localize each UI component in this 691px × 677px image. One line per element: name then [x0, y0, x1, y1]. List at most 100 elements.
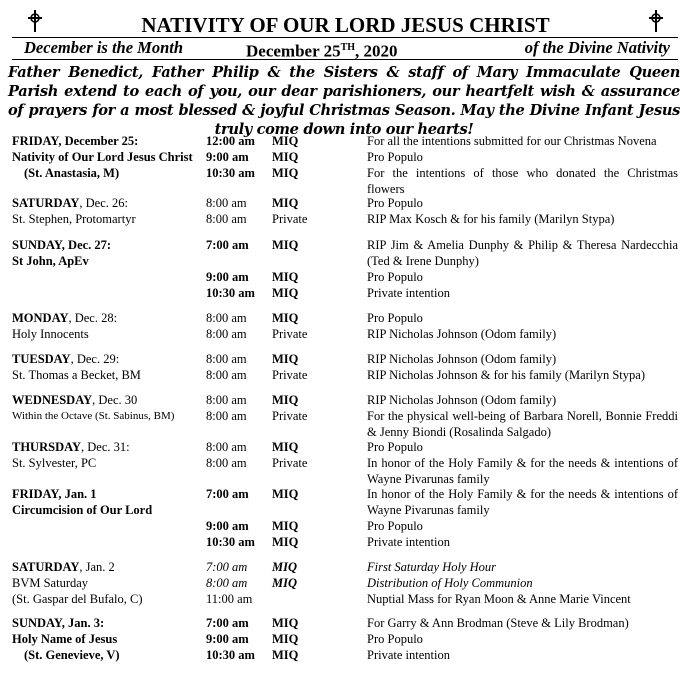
- mass-intention: Pro Populo: [367, 150, 423, 164]
- day-labels: WEDNESDAY, Dec. 30 Within the Octave (St.…: [12, 392, 202, 424]
- day-heading: FRIDAY, Jan. 1: [12, 486, 202, 502]
- mass-time: 10:30 am: [206, 286, 255, 300]
- feast-line: (St. Anastasia, M): [24, 166, 120, 180]
- mass-place: MIQ: [272, 134, 299, 148]
- rule: [12, 59, 678, 60]
- greeting: Father Benedict, Father Philip & the Sis…: [8, 64, 680, 138]
- day-date: , Dec. 28:: [68, 311, 118, 325]
- day-labels: SUNDAY, Jan. 3: Holy Name of Jesus (St. Ge…: [12, 615, 202, 663]
- feast-line: BVM Saturday: [12, 576, 89, 590]
- mass-row: 10:30 am MIQ Private intention: [206, 534, 678, 550]
- mass-time: 8:00 am: [206, 576, 248, 590]
- day-name: SATURDAY: [12, 196, 80, 210]
- subtitle-row: December is the Month December 25TH, 202…: [14, 38, 676, 61]
- masses: 7:00 am MIQ For Garry & Ann Brodman (Steve…: [206, 615, 678, 663]
- mass-row: 8:00 am Private For the physical well-bein…: [206, 408, 678, 440]
- mass-place: Private: [272, 368, 308, 382]
- mass-row: 8:00 am Private In honor of the Holy Famil…: [206, 455, 678, 487]
- day-date: , Jan. 1: [58, 487, 97, 501]
- feast-line: Circumcision of Our Lord: [12, 503, 153, 517]
- mass-place: MIQ: [272, 352, 299, 366]
- day-date: , Dec. 30: [92, 393, 138, 407]
- day-labels: SATURDAY, Jan. 2 BVM Saturday (St. Gaspar …: [12, 559, 202, 607]
- mass-place: Private: [272, 212, 308, 226]
- mass-time: 9:00 am: [206, 519, 249, 533]
- mass-row: 8:00 am Private RIP Nicholas Johnson (Odom…: [206, 326, 678, 342]
- mass-intention: For the physical well-being of Barbara N…: [367, 409, 678, 439]
- day-name: SUNDAY: [12, 238, 62, 252]
- mass-place: MIQ: [272, 270, 299, 284]
- day-labels: MONDAY, Dec. 28: Holy Innocents: [12, 310, 202, 342]
- day-name: WEDNESDAY: [12, 393, 93, 407]
- feast-line: Holy Name of Jesus: [12, 632, 118, 646]
- day-labels: SUNDAY, Dec. 27: St John, ApEv: [12, 237, 202, 269]
- day-name: MONDAY: [12, 311, 69, 325]
- feast-line: Holy Innocents: [12, 327, 89, 341]
- cross-icon: [649, 10, 663, 32]
- mass-time: 10:30 am: [206, 166, 255, 180]
- feast-line: St. Stephen, Protomartyr: [12, 212, 136, 226]
- mass-row: 8:00 am MIQ RIP Nicholas Johnson (Odom fam…: [206, 392, 678, 408]
- mass-row: 7:00 am MIQ For Garry & Ann Brodman (Steve…: [206, 615, 678, 631]
- day-heading: SATURDAY, Jan. 2: [12, 559, 202, 575]
- feast-line: St John, ApEv: [12, 254, 89, 268]
- mass-time: 8:00 am: [206, 196, 247, 210]
- day-date: , Dec. 31:: [81, 440, 130, 454]
- mass-place: MIQ: [272, 238, 299, 252]
- mass-intention: Pro Populo: [367, 632, 423, 646]
- masses: 8:00 am MIQ RIP Nicholas Johnson (Odom fam…: [206, 392, 678, 440]
- masses: 7:00 am MIQ First Saturday Holy Hour 8:00 a…: [206, 559, 678, 607]
- day-date: , Jan. 3:: [61, 616, 105, 630]
- mass-row: 11:00 am Nuptial Mass for Ryan Moon & Ann…: [206, 591, 678, 607]
- feast-line: St. Thomas a Becket, BM: [12, 368, 141, 382]
- day-heading: WEDNESDAY, Dec. 30: [12, 392, 202, 408]
- mass-intention: Distribution of Holy Communion: [367, 576, 533, 590]
- day-heading: SUNDAY, Dec. 27:: [12, 237, 202, 253]
- masses: 8:00 am MIQ Pro Populo 8:00 am Private RIP Ni…: [206, 310, 678, 342]
- mass-time: 8:00 am: [206, 368, 247, 382]
- mass-row: 8:00 am MIQ Pro Populo: [206, 195, 678, 211]
- day-name: FRIDAY: [12, 134, 59, 148]
- mass-row: 10:30 am MIQ For the intentions of those w…: [206, 165, 678, 197]
- mass-place: MIQ: [272, 196, 299, 210]
- mass-time: 10:30 am: [206, 648, 255, 662]
- mass-row: 9:00 am MIQ Pro Populo: [206, 269, 678, 285]
- day-date: , Dec. 27:: [61, 238, 112, 252]
- feast-line: Within the Octave (St. Sabinus, BM): [12, 410, 175, 422]
- mass-time: 9:00 am: [206, 632, 249, 646]
- date-main: December 25: [246, 41, 341, 61]
- mass-row: 10:30 am MIQ Private intention: [206, 647, 678, 663]
- mass-time: 8:00 am: [206, 311, 247, 325]
- mass-intention: For Garry & Ann Brodman (Steve & Lily Br…: [367, 616, 629, 630]
- mass-time: 11:00 am: [206, 592, 253, 606]
- title: NATIVITY OF OUR LORD JESUS CHRIST: [141, 13, 550, 37]
- mass-intention: RIP Nicholas Johnson & for his family (M…: [367, 368, 645, 382]
- mass-intention: RIP Max Kosch & for his family (Marilyn …: [367, 212, 615, 226]
- masses: 7:00 am MIQ RIP Jim & Amelia Dunphy & Phil…: [206, 237, 678, 301]
- day-labels: FRIDAY, Jan. 1 Circumcision of Our Lord: [12, 486, 202, 518]
- mass-row: 9:00 am MIQ Pro Populo: [206, 518, 678, 534]
- month-note: December is the Month: [24, 38, 184, 57]
- mass-time: 7:00 am: [206, 560, 248, 574]
- mass-time: 9:00 am: [206, 150, 249, 164]
- mass-place: MIQ: [272, 286, 299, 300]
- mass-place: MIQ: [272, 648, 299, 662]
- mass-time: 8:00 am: [206, 352, 247, 366]
- masses: 8:00 am MIQ Pro Populo 8:00 am Private RIP Ma…: [206, 195, 678, 227]
- day-date: , December 25:: [58, 134, 139, 148]
- mass-place: MIQ: [272, 560, 298, 574]
- masses: 7:00 am MIQ In honor of the Holy Family & …: [206, 486, 678, 550]
- feast-line: Nativity of Our Lord Jesus Christ: [12, 150, 193, 164]
- mass-place: MIQ: [272, 487, 299, 501]
- mass-row: 8:00 am MIQ RIP Nicholas Johnson (Odom fam…: [206, 351, 678, 367]
- mass-row: 8:00 am Private RIP Nicholas Johnson & for…: [206, 367, 678, 383]
- day-name: THURSDAY: [12, 440, 82, 454]
- mass-time: 9:00 am: [206, 270, 249, 284]
- mass-row: 10:30 am MIQ Private intention: [206, 285, 678, 301]
- day-heading: TUESDAY, Dec. 29:: [12, 351, 202, 367]
- mass-place: MIQ: [272, 519, 299, 533]
- mass-row: 7:00 am MIQ First Saturday Holy Hour: [206, 559, 678, 575]
- mass-intention: Private intention: [367, 535, 450, 549]
- masses: 12:00 am MIQ For all the intentions submit…: [206, 133, 678, 197]
